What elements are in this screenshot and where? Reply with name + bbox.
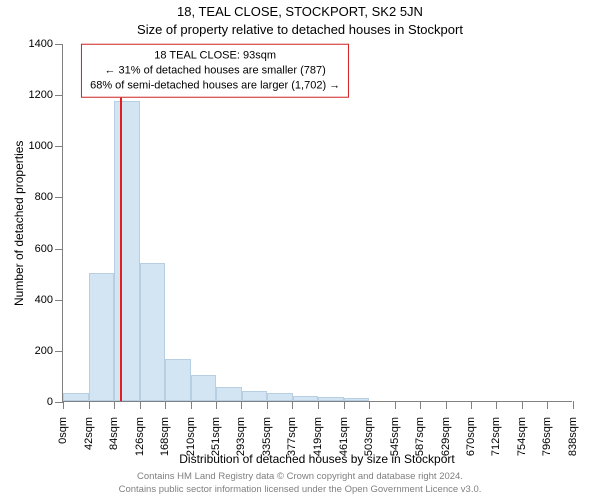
annotation-box: 18 TEAL CLOSE: 93sqm← 31% of detached ho…: [81, 44, 349, 99]
x-tick: [318, 401, 319, 409]
footer-line-2: Contains public sector information licen…: [119, 484, 482, 495]
x-tick: [292, 401, 293, 409]
histogram-bar: [191, 375, 217, 401]
plot: 02004006008001000120014000sqm42sqm84sqm1…: [62, 44, 572, 402]
histogram-bar: [216, 387, 242, 401]
address-title: 18, TEAL CLOSE, STOCKPORT, SK2 5JN: [0, 4, 600, 19]
x-tick-label: 377sqm: [286, 417, 298, 456]
histogram-bar: [344, 398, 370, 401]
x-tick-label: 629sqm: [440, 417, 452, 456]
histogram-bar: [63, 393, 89, 401]
x-tick-label: 419sqm: [312, 417, 324, 456]
x-tick: [369, 401, 370, 409]
x-tick: [191, 401, 192, 409]
histogram-bar: [242, 391, 268, 401]
x-tick-label: 168sqm: [159, 417, 171, 456]
x-tick-label: 796sqm: [541, 417, 553, 456]
y-tick-label: 200: [35, 345, 53, 357]
x-tick-label: 251sqm: [210, 417, 222, 456]
x-tick-label: 335sqm: [261, 417, 273, 456]
x-tick: [547, 401, 548, 409]
y-tick: [55, 249, 63, 250]
histogram-bar: [140, 263, 166, 401]
x-tick-label: 503sqm: [363, 417, 375, 456]
chart-subtitle: Size of property relative to detached ho…: [0, 22, 600, 37]
x-tick: [165, 401, 166, 409]
x-tick: [395, 401, 396, 409]
y-tick-label: 1200: [29, 89, 53, 101]
x-tick-label: 545sqm: [389, 417, 401, 456]
histogram-bar: [89, 273, 115, 401]
annotation-line-3: 68% of semi-detached houses are larger (…: [90, 78, 340, 93]
x-tick: [114, 401, 115, 409]
y-axis-title: Number of detached properties: [12, 44, 26, 402]
x-tick-label: 0sqm: [57, 417, 69, 444]
y-tick: [55, 95, 63, 96]
y-tick-label: 0: [47, 396, 53, 408]
x-tick: [522, 401, 523, 409]
x-tick: [471, 401, 472, 409]
histogram-bar: [267, 393, 293, 401]
y-tick-label: 400: [35, 294, 53, 306]
x-tick-label: 587sqm: [414, 417, 426, 456]
x-tick: [241, 401, 242, 409]
x-tick-label: 838sqm: [567, 417, 579, 456]
x-tick: [420, 401, 421, 409]
x-tick: [446, 401, 447, 409]
histogram-bar: [114, 101, 140, 401]
plot-area: 02004006008001000120014000sqm42sqm84sqm1…: [62, 44, 572, 402]
y-tick-label: 800: [35, 191, 53, 203]
histogram-bar: [293, 396, 319, 401]
x-tick: [344, 401, 345, 409]
x-tick: [89, 401, 90, 409]
x-tick: [496, 401, 497, 409]
y-tick: [55, 402, 63, 403]
x-tick-label: 126sqm: [134, 417, 146, 456]
annotation-line-1: 18 TEAL CLOSE: 93sqm: [90, 49, 340, 64]
x-tick: [140, 401, 141, 409]
y-tick-label: 600: [35, 243, 53, 255]
x-tick-label: 754sqm: [516, 417, 528, 456]
y-tick-label: 1400: [29, 38, 53, 50]
x-tick: [216, 401, 217, 409]
y-tick: [55, 146, 63, 147]
x-tick-label: 461sqm: [338, 417, 350, 456]
x-tick-label: 210sqm: [185, 417, 197, 456]
y-tick: [55, 351, 63, 352]
x-tick-label: 670sqm: [465, 417, 477, 456]
x-tick-label: 293sqm: [235, 417, 247, 456]
histogram-bar: [165, 359, 191, 401]
x-tick: [267, 401, 268, 409]
x-tick-label: 712sqm: [490, 417, 502, 456]
y-tick: [55, 44, 63, 45]
y-tick: [55, 300, 63, 301]
x-tick: [63, 401, 64, 409]
x-axis-title: Distribution of detached houses by size …: [62, 452, 572, 466]
x-tick-label: 42sqm: [83, 417, 95, 450]
y-tick-label: 1000: [29, 140, 53, 152]
histogram-bar: [318, 397, 344, 401]
x-tick: [573, 401, 574, 409]
footer-line-1: Contains HM Land Registry data © Crown c…: [137, 471, 463, 482]
annotation-line-2: ← 31% of detached houses are smaller (78…: [90, 63, 340, 78]
footer: Contains HM Land Registry data © Crown c…: [0, 471, 600, 496]
x-tick-label: 84sqm: [108, 417, 120, 450]
y-tick: [55, 197, 63, 198]
